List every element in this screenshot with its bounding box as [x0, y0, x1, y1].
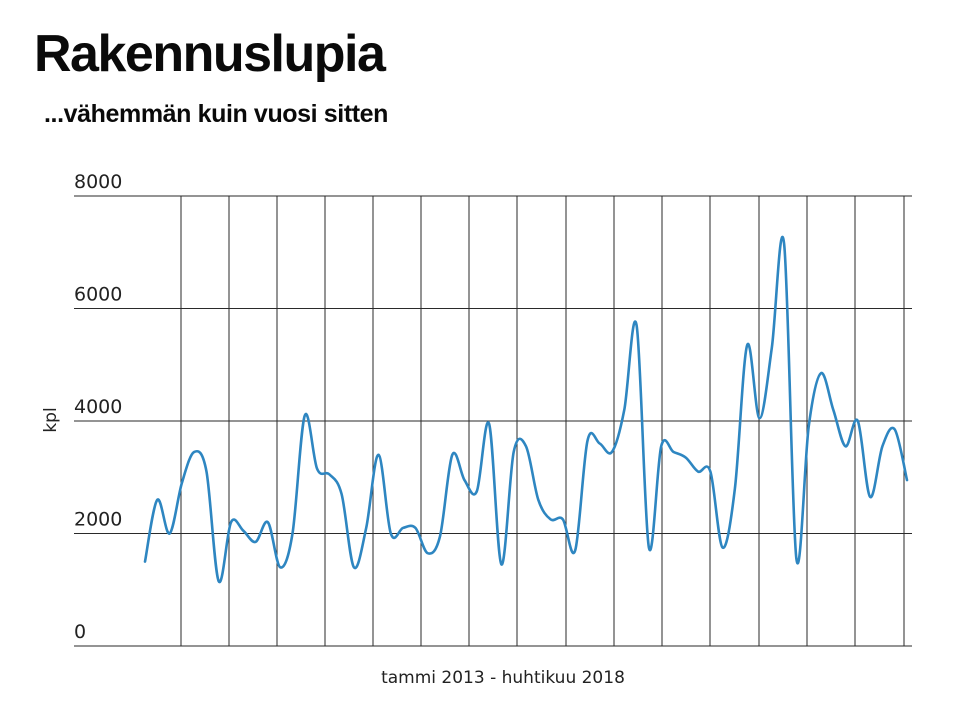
- y-axis-label: kpl: [41, 407, 61, 432]
- y-tick-label: 6000: [74, 284, 122, 306]
- chart-subtitle: ...vähemmän kuin vuosi sitten: [44, 100, 389, 128]
- y-axis-ticks: 0 2000 4000 6000 8000: [74, 171, 122, 643]
- series-line: [143, 235, 909, 584]
- x-axis-label: tammi 2013 - huhtikuu 2018: [381, 668, 625, 688]
- y-tick-label: 4000: [74, 396, 122, 418]
- series-layer: [143, 235, 909, 584]
- chart-title: Rakennuslupia: [34, 25, 386, 83]
- y-tick-label: 2000: [74, 509, 122, 531]
- y-tick-label: 8000: [74, 171, 122, 193]
- gridlines: [74, 195, 912, 647]
- y-tick-label: 0: [74, 621, 86, 643]
